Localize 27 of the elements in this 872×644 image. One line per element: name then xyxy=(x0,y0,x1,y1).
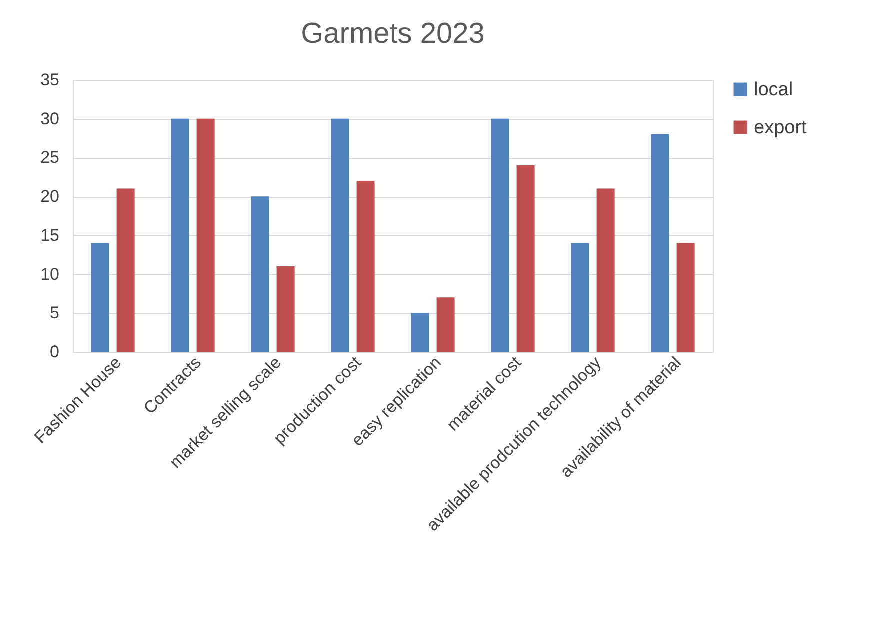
chart-title: Garmets 2023 xyxy=(301,18,485,50)
bar xyxy=(116,188,135,352)
y-tick-label: 0 xyxy=(50,342,60,362)
bar xyxy=(91,243,110,352)
y-tick-label: 15 xyxy=(40,226,60,245)
bar xyxy=(436,298,455,352)
bar xyxy=(171,118,190,352)
bar xyxy=(196,118,215,352)
bar xyxy=(491,118,510,352)
y-tick-label: 30 xyxy=(40,109,60,128)
bar xyxy=(571,243,590,352)
legend-label: local xyxy=(754,80,794,100)
y-tick-label: 25 xyxy=(40,148,60,168)
bar xyxy=(411,313,430,352)
bar xyxy=(251,196,270,352)
bar xyxy=(331,118,350,352)
bar xyxy=(356,181,375,352)
y-tick-label: 10 xyxy=(40,264,60,284)
bar xyxy=(676,243,695,352)
y-tick-label: 35 xyxy=(40,70,60,90)
y-tick-label: 5 xyxy=(50,304,60,323)
bar xyxy=(516,165,535,352)
y-tick-label: 20 xyxy=(40,187,60,206)
bar xyxy=(651,134,670,352)
bar xyxy=(596,188,615,352)
bar xyxy=(276,266,295,352)
legend-label: export xyxy=(754,118,808,138)
